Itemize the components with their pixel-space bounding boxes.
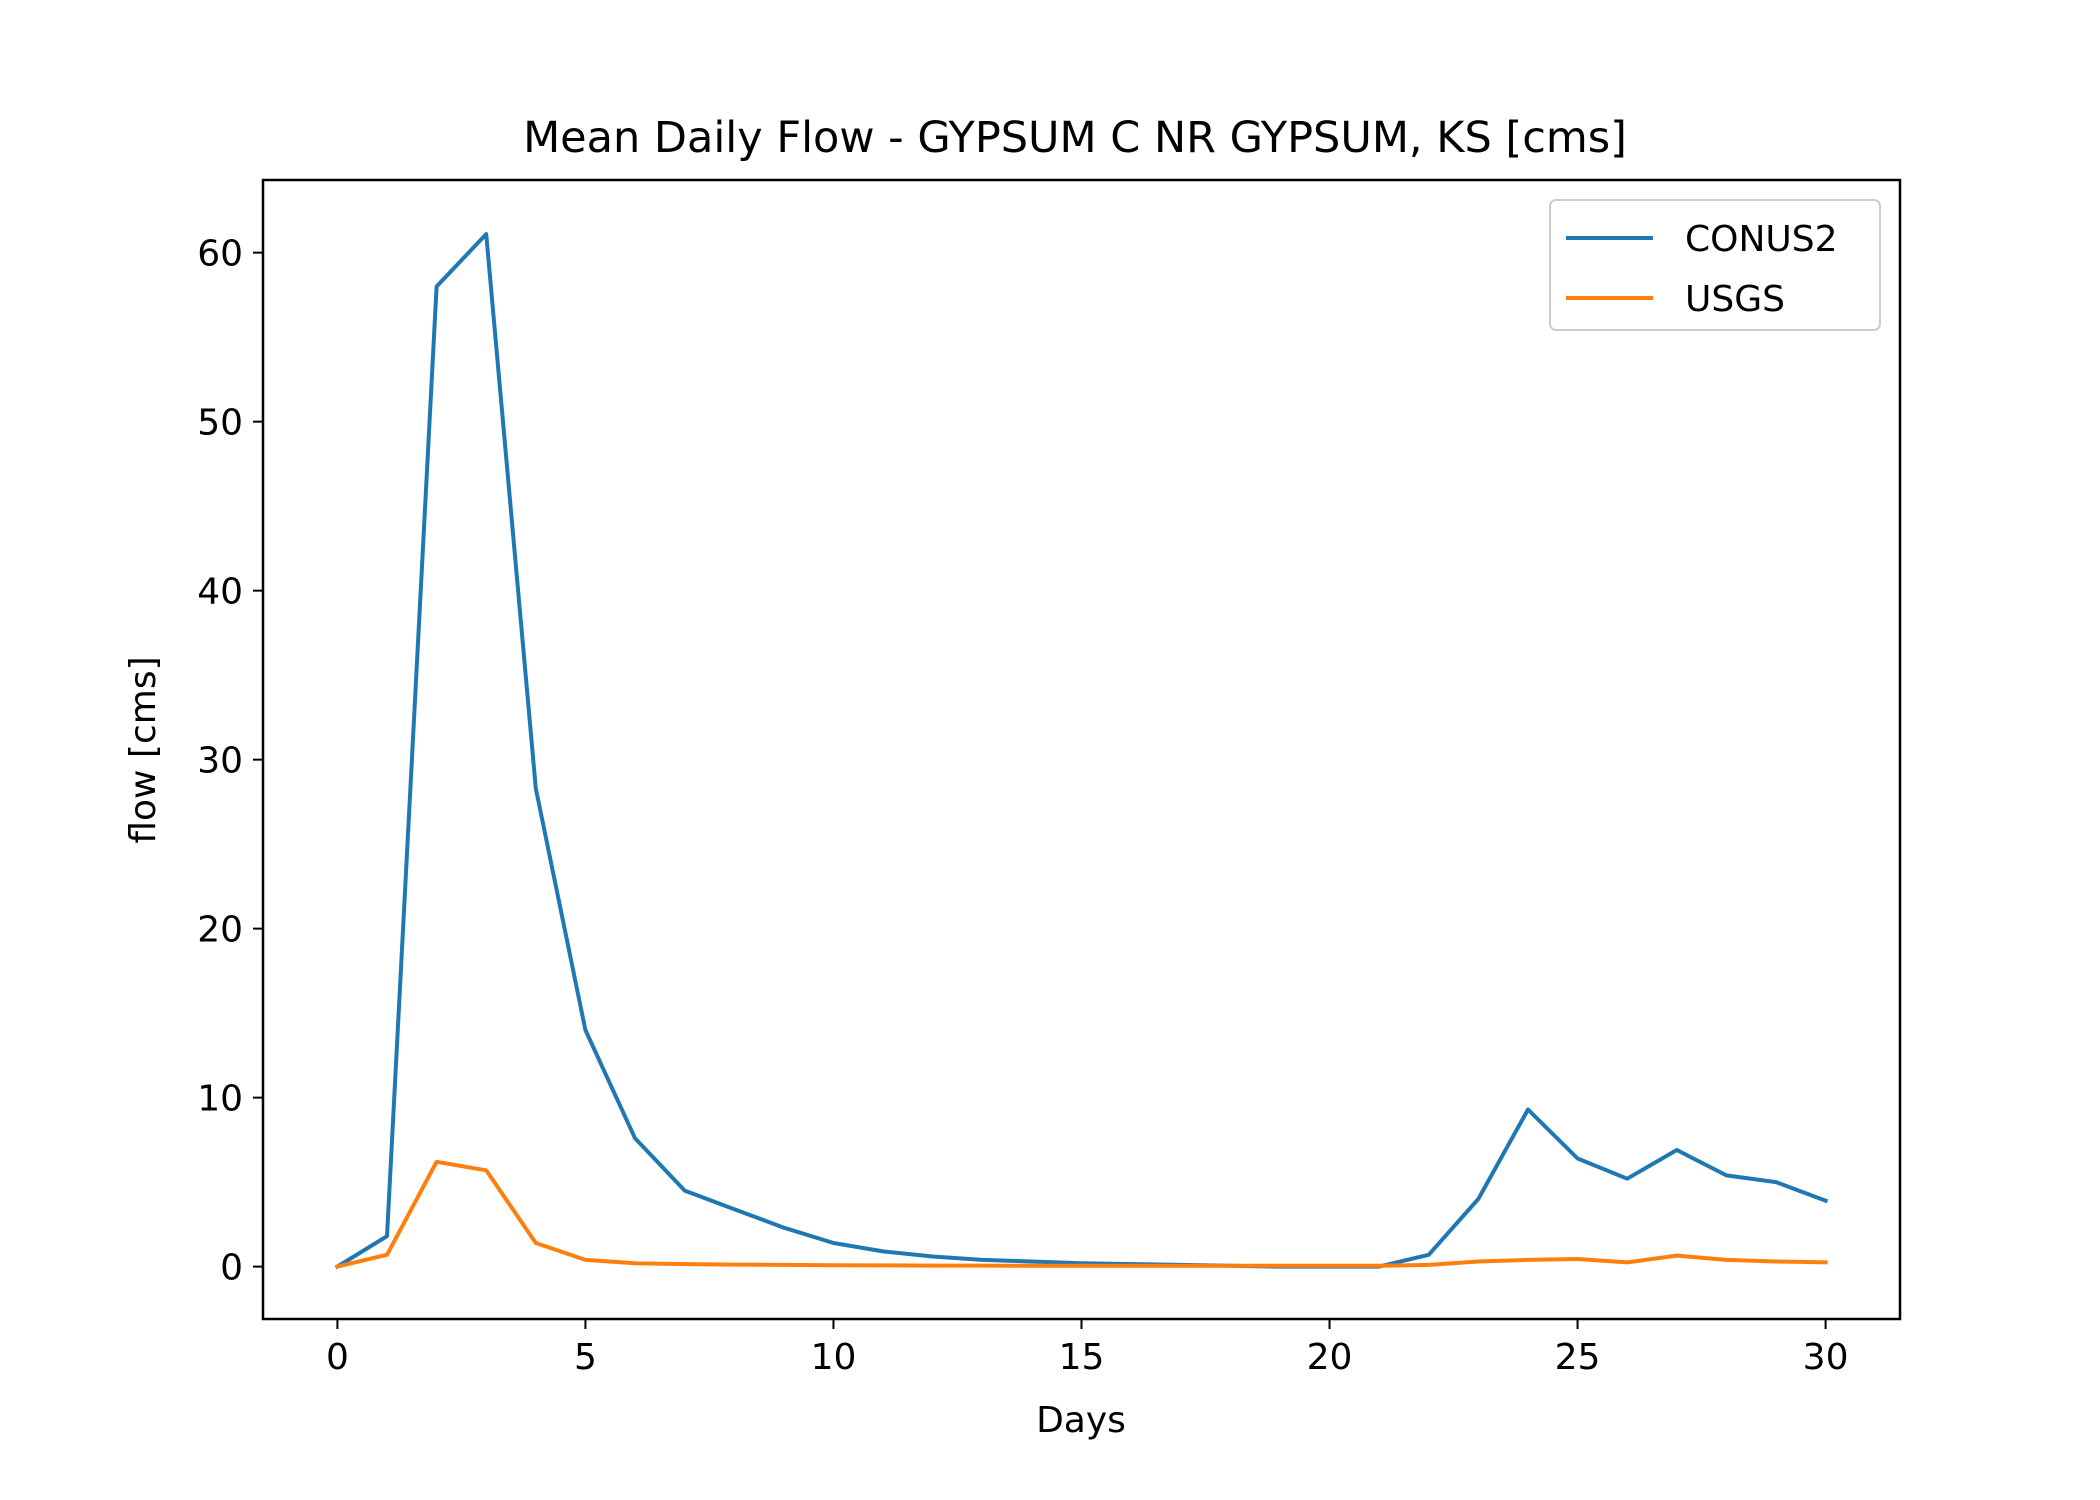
y-axis: 0 10 20 30 40 50 60: [197, 234, 263, 1289]
chart-title: Mean Daily Flow - GYPSUM C NR GYPSUM, KS…: [523, 113, 1627, 163]
legend-label: CONUS2: [1685, 219, 1838, 260]
series-line-conus2: [334, 232, 1829, 1270]
y-axis-label: flow [cms]: [123, 656, 164, 843]
legend-label: USGS: [1685, 279, 1785, 320]
y-tick-label: 0: [220, 1248, 243, 1289]
legend: CONUS2 USGS: [1549, 199, 1881, 331]
y-tick-label: 50: [197, 403, 243, 444]
y-tick-label: 10: [197, 1079, 243, 1120]
x-tick-label: 0: [326, 1337, 349, 1378]
y-tick-label: 20: [197, 910, 243, 951]
x-tick-label: 25: [1555, 1337, 1601, 1378]
x-tick-label: 15: [1059, 1337, 1105, 1378]
series-line-usgs: [334, 1159, 1828, 1270]
x-axis-label: Days: [1036, 1400, 1126, 1441]
x-tick-label: 10: [811, 1337, 857, 1378]
x-axis: 0 5 10 15 20 25 30: [326, 1319, 1849, 1378]
y-tick-label: 60: [197, 234, 243, 275]
x-tick-label: 5: [574, 1337, 597, 1378]
x-tick-label: 20: [1307, 1337, 1353, 1378]
series-layer: [334, 232, 1829, 1270]
y-tick-label: 40: [197, 572, 243, 613]
y-tick-label: 30: [197, 741, 243, 782]
x-tick-label: 30: [1803, 1337, 1849, 1378]
plot-frame: [261, 178, 1902, 1321]
